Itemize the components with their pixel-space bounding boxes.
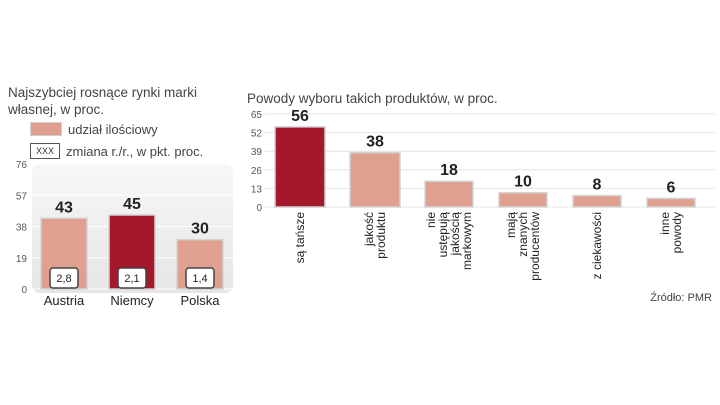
right-bar-value-label: 18 — [440, 162, 458, 179]
left-change-label: 2,1 — [124, 273, 139, 285]
right-y-tick-label: 0 — [256, 203, 262, 214]
right-category-label-line: znanych — [516, 212, 530, 257]
right-category-label-line: nie — [424, 212, 438, 228]
legend-change-box: XXX — [30, 143, 60, 159]
left-change-box — [185, 267, 215, 289]
right-bar-value-label: 6 — [667, 179, 676, 196]
right-category-label-line: produktu — [374, 212, 388, 259]
right-category-label: z ciekawości — [590, 212, 604, 279]
right-category-label: innepowody — [658, 212, 684, 254]
right-category-label-line: mają — [504, 212, 518, 238]
left-y-tick-label: 19 — [16, 254, 28, 265]
right-y-tick-label: 39 — [251, 147, 263, 158]
legend-share-swatch — [30, 122, 62, 136]
left-category-label: Polska — [180, 293, 220, 308]
right-y-tick-label: 65 — [251, 110, 263, 121]
legend-change-label: zmiana r./r., w pkt. proc. — [66, 143, 204, 159]
right-category-label: jakośćproduktu — [362, 212, 388, 259]
legend-share: udział ilościowy — [30, 120, 158, 138]
right-bar — [274, 126, 326, 208]
right-bar — [572, 194, 622, 208]
legend-share-label: udział ilościowy — [68, 121, 158, 137]
left-y-tick-label: 57 — [16, 191, 28, 202]
right-category-label-line: jakość — [362, 212, 376, 247]
right-category-label-line: producentów — [528, 212, 542, 281]
left-bar-value-label: 30 — [191, 221, 209, 238]
right-y-tick-label: 13 — [251, 184, 263, 195]
right-category-label: są tańsze — [293, 212, 307, 264]
right-bar — [646, 197, 696, 208]
left-change-label: 2,8 — [56, 273, 71, 285]
right-category-label: mająznanychproducentów — [504, 212, 542, 281]
right-bar — [349, 151, 401, 208]
left-y-tick-label: 0 — [21, 285, 27, 296]
right-bar-value-label: 8 — [593, 177, 602, 194]
right-bar-value-label: 10 — [514, 174, 532, 191]
left-change-box — [49, 267, 79, 289]
right-category-label-line: markowym — [460, 212, 474, 270]
right-bar-value-label: 38 — [366, 134, 384, 151]
right-y-tick-label: 52 — [251, 129, 263, 140]
left-category-label: Niemcy — [110, 293, 154, 308]
right-chart-title: Powody wyboru takich produktów, w proc. — [247, 91, 498, 106]
left-bar-value-label: 45 — [123, 196, 141, 213]
left-y-tick-label: 76 — [16, 160, 28, 171]
right-bar-value-label: 56 — [291, 108, 309, 125]
left-bar-value-label: 43 — [55, 199, 73, 216]
right-category-label-line: jakością — [448, 212, 462, 257]
right-category-label-line: z ciekawości — [590, 212, 604, 279]
left-y-tick-label: 38 — [16, 223, 28, 234]
left-change-label: 1,4 — [192, 273, 207, 285]
right-category-label-line: ustępują — [436, 212, 450, 258]
right-category-label-line: powody — [670, 212, 684, 253]
left-chart-title: Najszybciej rosnące rynki marki własnej,… — [8, 85, 198, 117]
left-change-box — [117, 267, 147, 289]
right-category-label: nieustępująjakościąmarkowym — [424, 212, 474, 270]
left-category-label: Austria — [44, 293, 85, 308]
right-y-tick-label: 26 — [251, 166, 263, 177]
legend-change: XXX zmiana r./r., w pkt. proc. — [30, 142, 203, 160]
source-note: Źródło: PMR — [650, 292, 712, 304]
right-category-label-line: są tańsze — [293, 212, 307, 264]
right-category-label-line: inne — [658, 212, 672, 235]
right-bar — [424, 180, 474, 208]
right-bar — [498, 191, 548, 208]
